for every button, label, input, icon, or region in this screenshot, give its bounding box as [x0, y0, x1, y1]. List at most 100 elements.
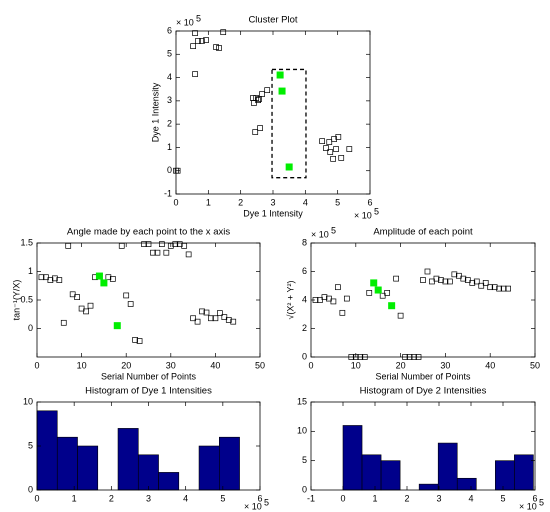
point — [199, 38, 205, 44]
point — [127, 301, 134, 307]
point — [420, 277, 426, 283]
bar — [437, 442, 458, 491]
y-tick-label: 5 — [302, 455, 307, 465]
x-tick-label: 5 — [220, 493, 225, 503]
point — [123, 292, 130, 299]
x-tick-label: 20 — [121, 360, 131, 370]
point — [174, 167, 181, 174]
point — [203, 37, 209, 43]
plot-area — [37, 243, 260, 357]
point — [424, 268, 431, 275]
point — [172, 241, 179, 247]
point — [317, 297, 323, 303]
point — [330, 298, 337, 305]
y-multiplier: × 10 — [311, 229, 329, 239]
y-tick-label: 0 — [28, 484, 33, 494]
bar — [456, 477, 477, 491]
y-tick-label: 1 — [28, 266, 33, 276]
x-axis-label: Dye 1 Intensity — [243, 208, 303, 218]
point — [105, 274, 112, 281]
bar — [342, 425, 363, 491]
x-tick-label: 6 — [257, 493, 262, 503]
x-tick-label: 50 — [255, 360, 265, 370]
point — [216, 45, 222, 51]
point — [379, 292, 386, 299]
x-tick-label: 5 — [500, 493, 505, 503]
chart-title: Cluster Plot — [248, 15, 297, 26]
point — [192, 30, 198, 36]
x-multiplier: × 10 — [244, 501, 262, 511]
x-tick-label: 0 — [308, 360, 313, 370]
point — [326, 139, 333, 145]
point — [192, 71, 198, 77]
y-tick-label: 1 — [167, 142, 172, 152]
point — [323, 145, 329, 151]
point — [213, 44, 219, 50]
x-tick-label: 0 — [340, 493, 345, 503]
bar — [418, 483, 439, 491]
x-tick-label: 40 — [210, 360, 220, 370]
point — [327, 149, 334, 155]
point — [194, 318, 201, 325]
point — [335, 284, 341, 291]
x-tick-label: 4 — [303, 197, 308, 207]
bar — [56, 436, 78, 491]
point — [433, 275, 440, 282]
point — [464, 277, 471, 283]
point — [451, 271, 458, 278]
point — [438, 277, 444, 283]
y-tick-label: 3 — [167, 95, 172, 105]
chart-title: Histogram of Dye 2 Intensities — [360, 386, 487, 397]
point — [442, 278, 449, 285]
bar — [137, 454, 159, 491]
y-tick-label: 2 — [167, 119, 172, 129]
y-tick-label: -1 — [164, 188, 172, 198]
bar — [380, 460, 401, 491]
point — [319, 138, 325, 144]
y-multiplier: × 10 — [176, 17, 194, 27]
point — [343, 295, 350, 302]
point — [469, 280, 476, 286]
point — [255, 97, 261, 104]
point — [87, 302, 94, 309]
point — [339, 309, 346, 316]
point — [331, 136, 337, 142]
point — [95, 272, 103, 280]
point — [51, 275, 58, 282]
point — [460, 275, 467, 282]
point — [429, 278, 435, 285]
x-axis-label: Serial Number of Points — [101, 371, 197, 381]
point — [256, 96, 262, 102]
chart-title: Amplitude of each point — [373, 227, 473, 238]
bar — [495, 460, 515, 491]
point — [496, 285, 503, 292]
axes-box — [310, 401, 536, 491]
point — [230, 318, 237, 325]
point — [69, 291, 76, 298]
point — [285, 163, 293, 171]
y-tick-label: 5 — [167, 49, 172, 59]
point — [109, 276, 116, 282]
x-tick-label: -1 — [307, 493, 315, 503]
x-exponent: 5 — [374, 206, 379, 216]
x-tick-label: 30 — [166, 360, 176, 370]
point — [190, 315, 196, 322]
point — [393, 275, 399, 282]
point — [150, 249, 156, 256]
y-tick-label: 15 — [297, 396, 307, 406]
point — [47, 277, 54, 283]
point — [203, 309, 210, 316]
y-tick-label: 0.5 — [20, 294, 33, 304]
y-exponent: 5 — [331, 225, 336, 235]
bar — [361, 454, 382, 491]
y-tick-label: 6 — [302, 266, 307, 276]
point — [482, 280, 489, 286]
point — [473, 278, 480, 285]
point — [100, 279, 108, 287]
y-tick-label: 10 — [297, 426, 307, 436]
point — [346, 146, 353, 152]
point — [505, 285, 511, 292]
plot-area — [176, 31, 370, 194]
point — [374, 286, 382, 294]
